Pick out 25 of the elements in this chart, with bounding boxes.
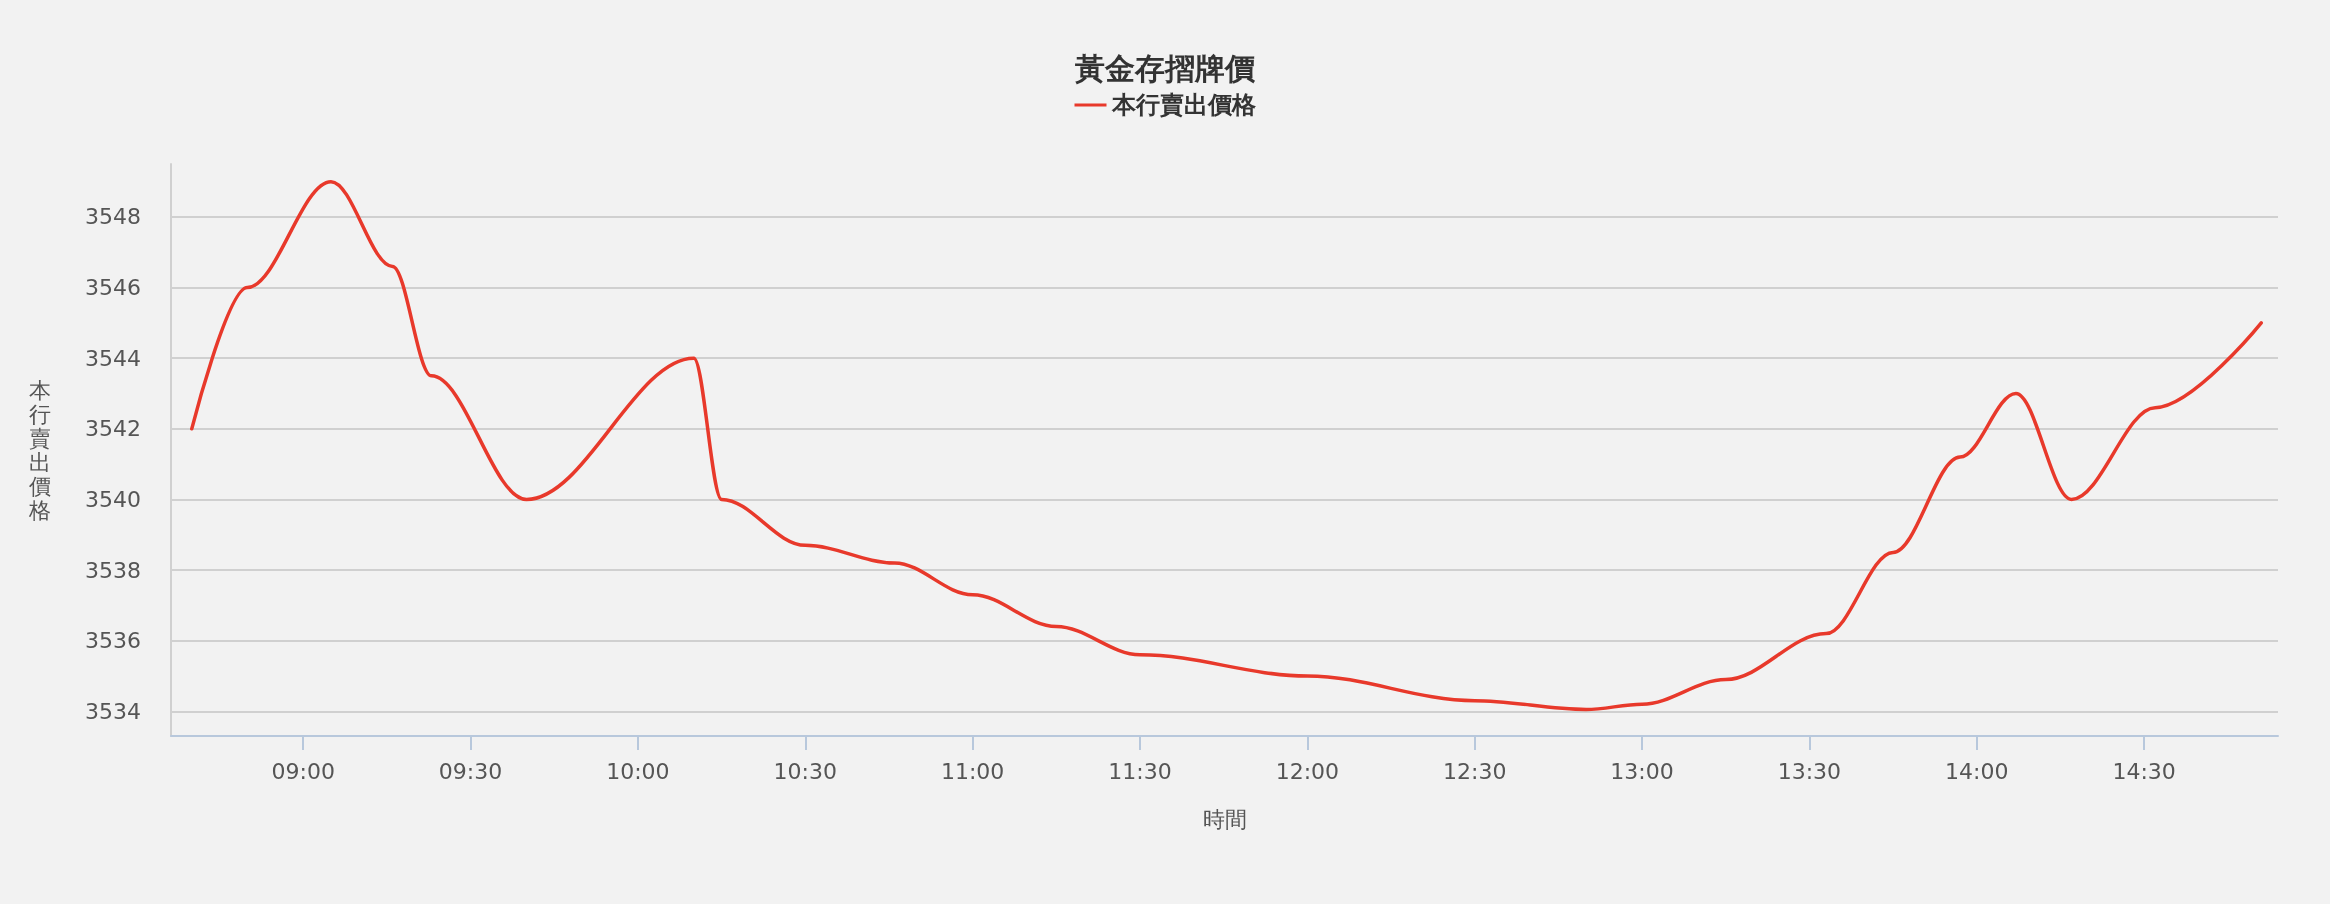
y-tick-label: 3542 [85, 416, 141, 442]
x-tick-label: 12:00 [1275, 758, 1340, 784]
x-tick-label: 10:30 [773, 758, 837, 784]
y-tick-label: 3544 [85, 345, 141, 371]
x-tick-label: 14:30 [2112, 758, 2176, 784]
y-tick-label: 3534 [85, 698, 141, 724]
line-series [190, 179, 2264, 712]
y-tick-label: 3540 [85, 486, 141, 512]
x-tick-label: 13:30 [1777, 758, 1842, 784]
x-tick-label: 11:30 [1108, 758, 1172, 784]
x-tick-label: 14:00 [1945, 758, 2009, 784]
x-tick-label: 12:30 [1442, 758, 1507, 784]
y-axis-title: 本行賣出價格 [28, 377, 51, 523]
x-tick-label: 11:00 [940, 758, 1005, 784]
x-tick-label: 10:00 [606, 758, 670, 784]
y-tick-label: 3536 [85, 628, 141, 654]
x-tick-label: 13:00 [1610, 758, 1674, 784]
chart-title: 黃金存摺牌價 [1075, 50, 1256, 86]
x-axis-title: 時間 [1202, 806, 1247, 832]
y-tick-label: 3548 [85, 204, 141, 230]
legend-label: 本行賣出價格 [1110, 91, 1257, 119]
y-tick-label: 3538 [85, 557, 141, 583]
y-tick-label: 3546 [85, 275, 141, 301]
x-tick-label: 09:30 [438, 758, 503, 784]
x-tick-label: 09:00 [271, 758, 335, 784]
